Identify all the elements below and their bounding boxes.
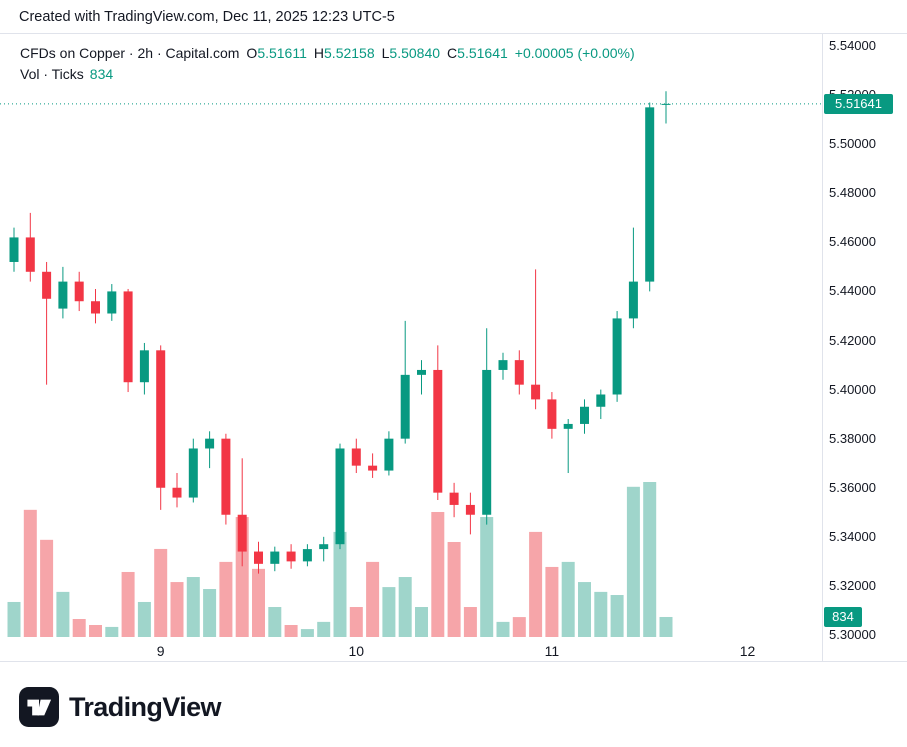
footer-brand[interactable]: TradingView	[19, 687, 222, 727]
price-axis-label: 5.38000	[829, 430, 876, 446]
ohlc-letter: O	[246, 45, 258, 61]
ohlc-value: 5.52158	[324, 45, 375, 61]
ohlc-letter: H	[313, 45, 325, 61]
time-axis-label: 11	[544, 643, 560, 659]
time-axis-label: 12	[739, 643, 756, 659]
symbol-title[interactable]: CFDs on Copper · 2h · Capital.com	[20, 45, 240, 61]
ohlc-item-c: C5.51641	[447, 45, 508, 61]
price-axis-label: 5.54000	[829, 38, 876, 53]
legend-ohlc-line: CFDs on Copper · 2h · Capital.com O5.5161…	[20, 43, 635, 64]
price-axis-label: 5.36000	[829, 479, 876, 495]
tradingview-wordmark[interactable]: TradingView	[69, 691, 222, 722]
volume-indicator-value: 834	[89, 66, 114, 82]
chart-legend: CFDs on Copper · 2h · Capital.com O5.5161…	[20, 43, 635, 85]
price-axis-label: 5.40000	[829, 381, 876, 397]
ohlc-item-h: H5.52158	[314, 45, 375, 61]
ohlc-letter: L	[381, 45, 390, 61]
price-axis-label: 5.32000	[829, 577, 876, 593]
ohlc-item-o: O5.51611	[246, 45, 306, 61]
time-axis-label: 9	[156, 643, 165, 659]
ohlc-value: 5.51641	[457, 45, 508, 61]
price-axis-label: 5.44000	[829, 283, 876, 299]
ohlc-item-l: L5.50840	[382, 45, 440, 61]
volume-indicator-label[interactable]: Vol · Ticks	[20, 66, 84, 82]
price-axis-label: 5.46000	[829, 234, 876, 250]
price-change: +0.00005 (+0.00%)	[514, 45, 635, 61]
price-axis[interactable]: 5.540005.520005.500005.480005.460005.440…	[823, 0, 907, 747]
price-axis-label: 5.34000	[829, 528, 876, 544]
ohlc-value: 5.50840	[389, 45, 441, 61]
price-axis-label: 5.50000	[829, 136, 876, 152]
price-axis-label: 5.42000	[829, 332, 876, 348]
legend-volume-line: Vol · Ticks 834	[20, 64, 635, 85]
time-axis-label: 10	[348, 643, 365, 659]
last-volume-badge: 834	[824, 606, 862, 627]
ohlc-values: O5.51611 H5.52158 L5.50840 C5.51641	[239, 45, 507, 61]
price-axis-label: 5.48000	[829, 185, 876, 201]
price-axis-label: 5.30000	[829, 627, 876, 642]
tradingview-logo-icon[interactable]	[19, 687, 59, 727]
attribution-text: Created with TradingView.com, Dec 11, 20…	[19, 9, 395, 25]
ohlc-letter: C	[447, 45, 458, 61]
time-axis[interactable]: 9 10 11 12	[0, 641, 822, 663]
last-price-badge: 5.51641	[824, 93, 893, 114]
ohlc-value: 5.51611	[257, 45, 307, 61]
